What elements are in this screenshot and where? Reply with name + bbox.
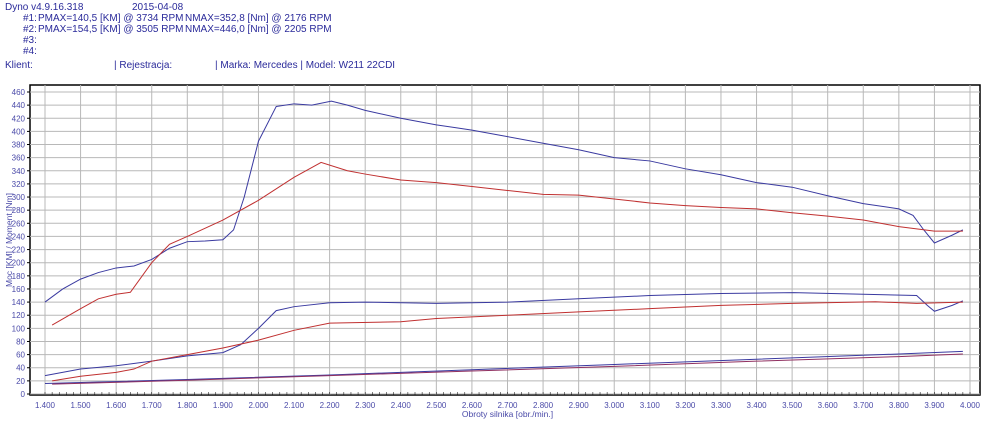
series-run2-power-line <box>44 292 964 377</box>
x-tick-label: 2.200 <box>320 401 341 410</box>
run-1-nmax: NMAX=352,8 [Nm] @ 2176 RPM <box>185 13 332 24</box>
y-tick-label: 160 <box>12 285 26 294</box>
y-tick-label: 420 <box>12 114 26 123</box>
series-run1-loss-line <box>52 353 963 385</box>
x-tick-label: 2.600 <box>462 401 483 410</box>
x-tick-label: 1.500 <box>71 401 92 410</box>
x-tick-label: 3.000 <box>604 401 625 410</box>
x-tick-label: 3.900 <box>924 401 945 410</box>
y-tick-label: 0 <box>21 390 26 399</box>
x-tick-label: 3.700 <box>853 401 874 410</box>
x-tick-label: 3.300 <box>711 401 732 410</box>
x-tick-label: 2.800 <box>533 401 554 410</box>
y-tick-label: 360 <box>12 154 26 163</box>
test-date: 2015-04-08 <box>132 2 184 13</box>
y-tick-label: 260 <box>12 219 26 228</box>
y-tick-label: 120 <box>12 311 26 320</box>
run-2-pmax: PMAX=154,5 [KM] @ 3505 RPM <box>38 24 184 35</box>
run-2-id: #2: <box>23 24 37 35</box>
y-tick-label: 340 <box>12 167 26 176</box>
make-model-label: | Marka: Mercedes | Model: W211 22CDI <box>215 60 396 71</box>
x-tick-label: 3.800 <box>889 401 910 410</box>
y-tick-label: 300 <box>12 193 26 202</box>
y-tick-label: 20 <box>16 377 25 386</box>
x-tick-label: 3.200 <box>675 401 696 410</box>
y-tick-label: 400 <box>12 127 26 136</box>
registration-label: | Rejestracja: <box>114 60 173 71</box>
x-tick-label: 3.400 <box>747 401 768 410</box>
y-tick-label: 320 <box>12 180 26 189</box>
y-tick-label: 240 <box>12 232 26 241</box>
y-tick-label: 280 <box>12 206 26 215</box>
x-tick-label: 3.100 <box>640 401 661 410</box>
run-2-nmax: NMAX=446,0 [Nm] @ 2205 RPM <box>185 24 332 35</box>
y-axis-label: Moc [KM] / Moment [Nm] <box>4 193 14 287</box>
y-tick-label: 200 <box>12 259 26 268</box>
y-tick-label: 440 <box>12 101 26 110</box>
x-tick-label: 1.600 <box>106 401 127 410</box>
y-tick-label: 460 <box>12 88 26 97</box>
x-tick-label: 4.000 <box>960 401 981 410</box>
y-tick-label: 100 <box>12 324 26 333</box>
x-tick-label: 2.700 <box>497 401 518 410</box>
y-tick-label: 80 <box>16 337 25 346</box>
y-tick-label: 180 <box>12 272 26 281</box>
series-run1-power-line <box>52 301 963 382</box>
x-tick-label: 1.800 <box>177 401 198 410</box>
x-tick-label: 1.400 <box>35 401 56 410</box>
series-run1-torque-line <box>51 161 963 326</box>
x-tick-label: 2.900 <box>569 401 590 410</box>
client-label: Klient: <box>5 60 33 71</box>
app-version: Dyno v4.9.16.318 <box>5 2 84 13</box>
x-tick-label: 3.600 <box>818 401 839 410</box>
y-tick-label: 60 <box>16 351 25 360</box>
x-tick-label: 2.400 <box>391 401 412 410</box>
run-4-id: #4: <box>23 46 37 57</box>
y-tick-label: 40 <box>16 364 25 373</box>
run-1-pmax: PMAX=140,5 [KM] @ 3734 RPM <box>38 13 184 24</box>
x-axis-label: Obroty silnika [obr./min.] <box>462 409 553 419</box>
x-tick-label: 1.900 <box>213 401 234 410</box>
x-tick-label: 2.500 <box>426 401 447 410</box>
series-run2-loss-line <box>44 350 963 384</box>
x-tick-label: 2.300 <box>355 401 376 410</box>
x-tick-label: 2.100 <box>284 401 305 410</box>
y-tick-label: 140 <box>12 298 26 307</box>
run-1-id: #1: <box>23 13 37 24</box>
x-tick-label: 1.700 <box>142 401 163 410</box>
run-3-id: #3: <box>23 35 37 46</box>
y-tick-label: 220 <box>12 246 26 255</box>
y-tick-label: 380 <box>12 141 26 150</box>
x-tick-label: 2.000 <box>248 401 269 410</box>
x-tick-label: 3.500 <box>782 401 803 410</box>
